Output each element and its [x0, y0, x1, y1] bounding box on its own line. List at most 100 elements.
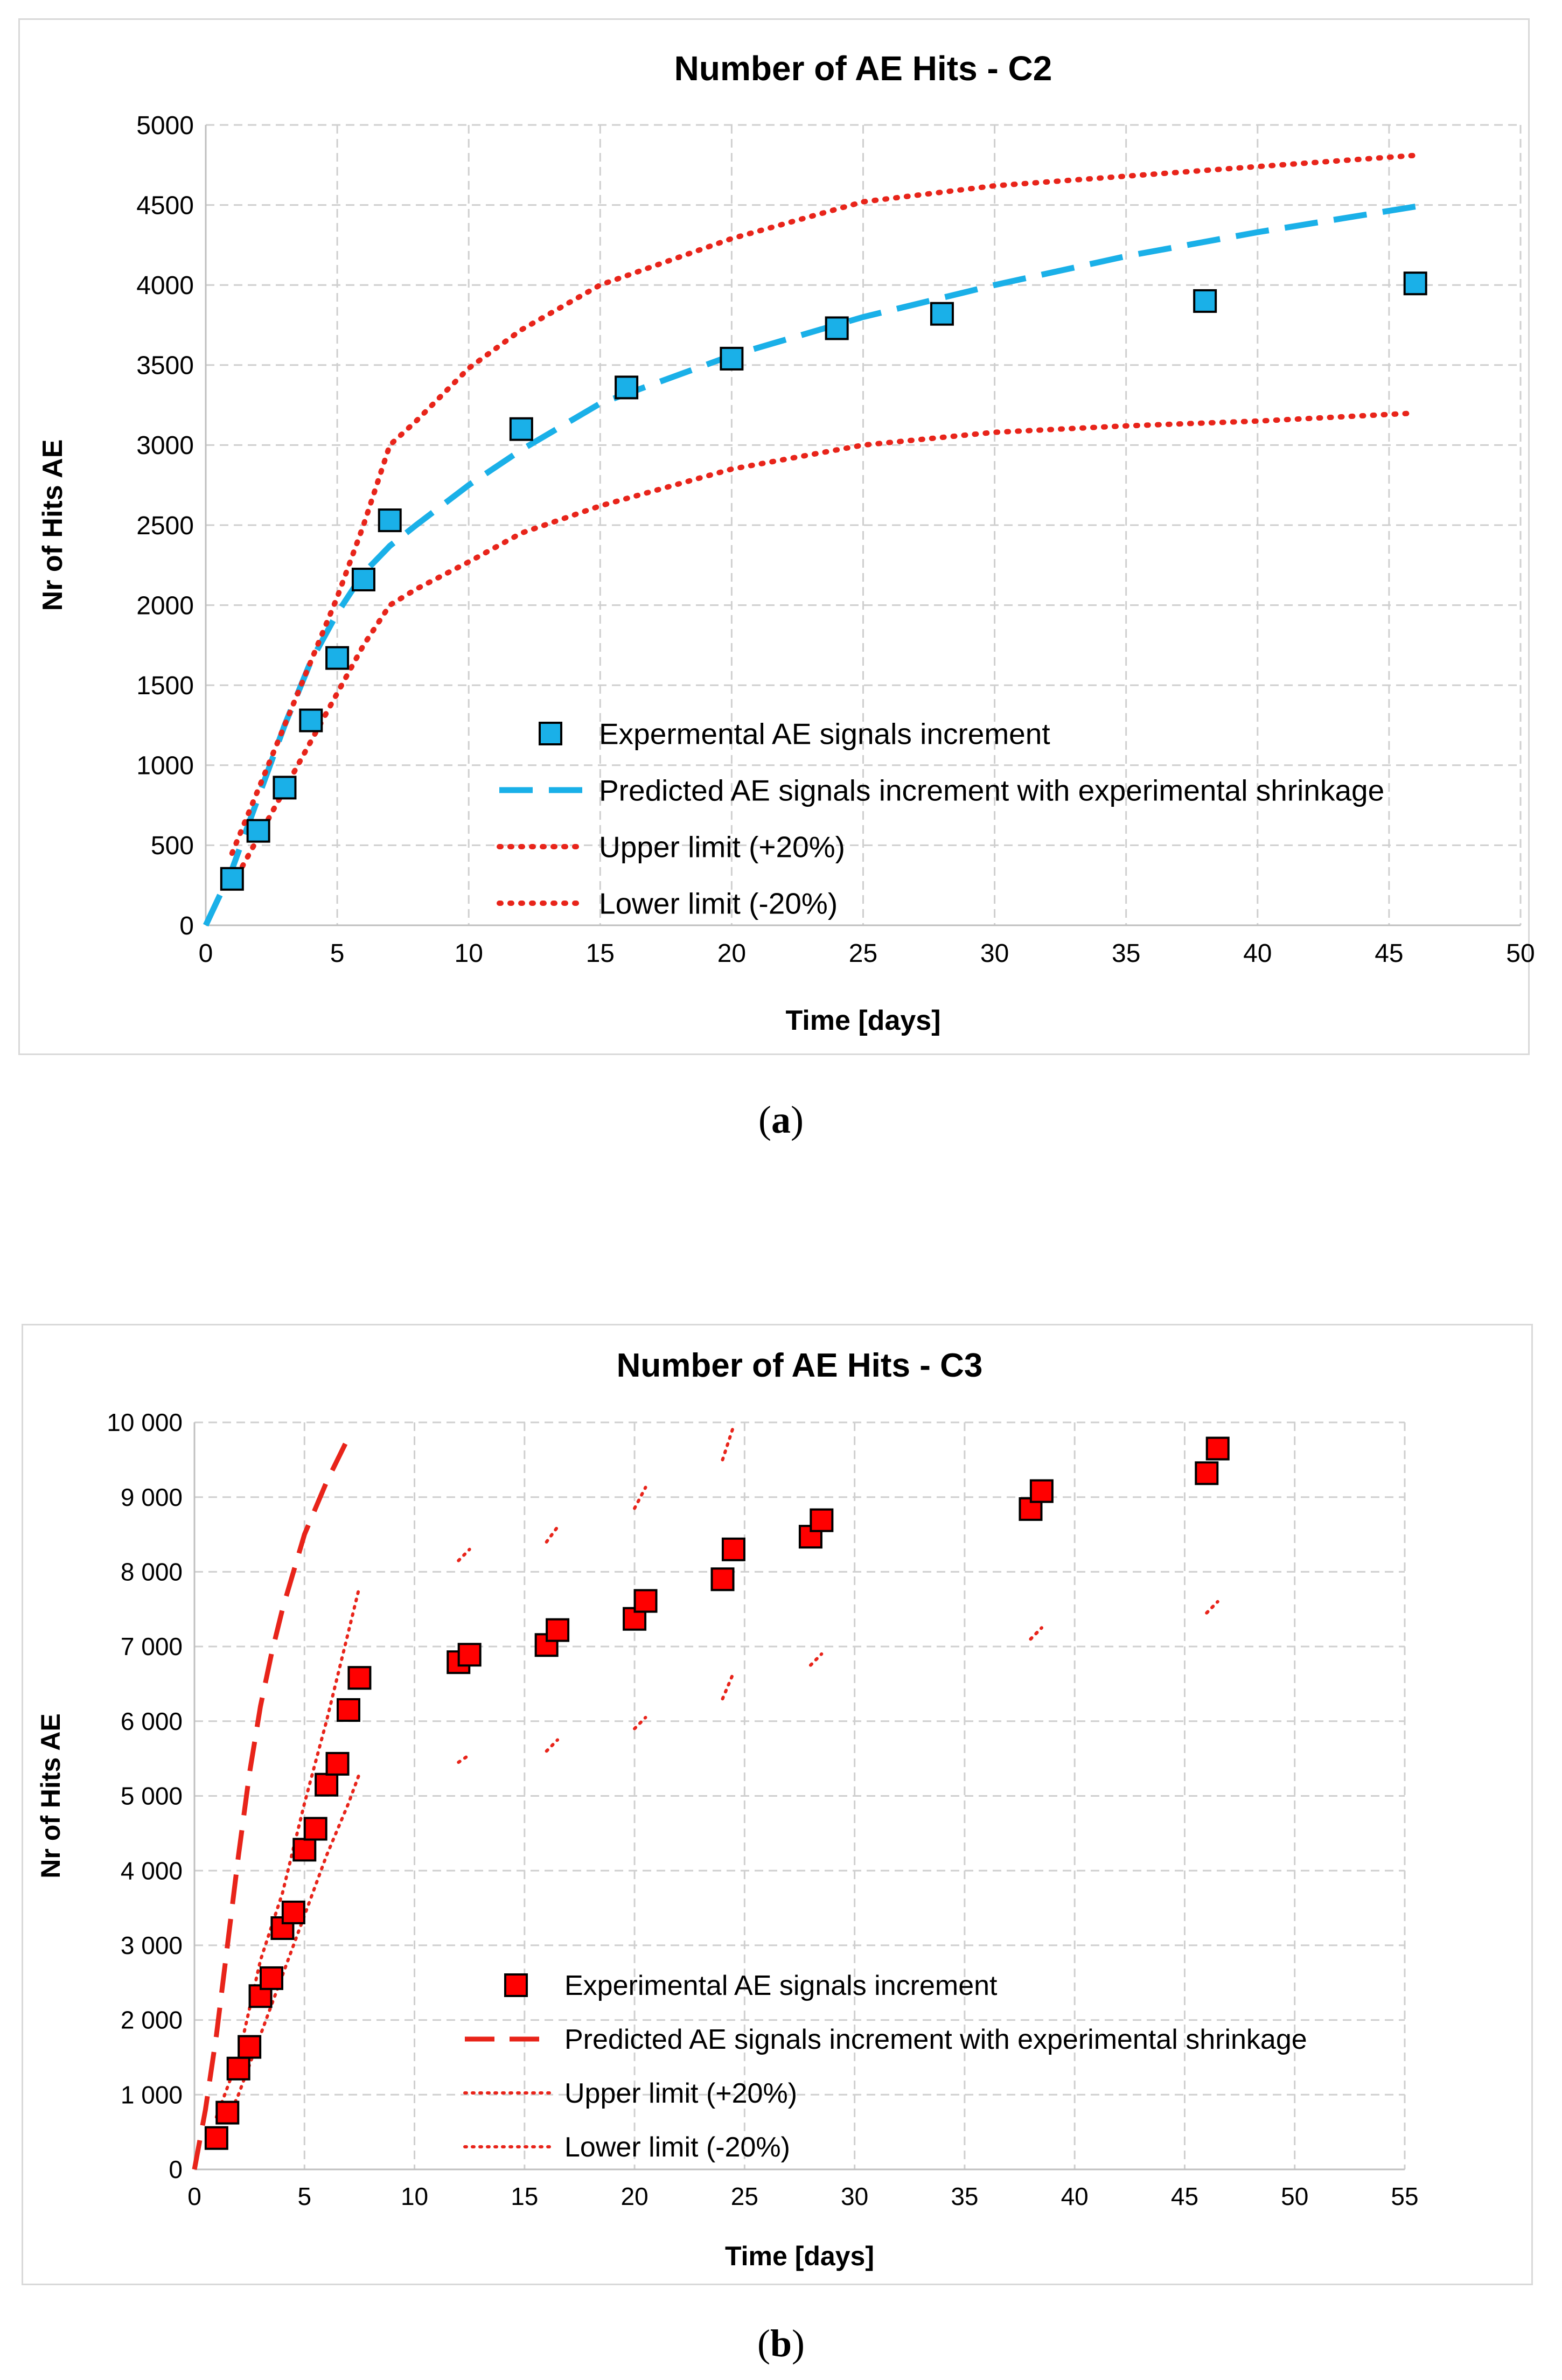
chart-b-data-point	[347, 1666, 372, 1690]
chart-b-ytick-label: 1 000	[121, 2081, 183, 2109]
chart-a-xtick-label: 20	[717, 939, 746, 968]
chart-a-xtick-label: 5	[330, 939, 345, 968]
chart-b-ytick-label: 3 000	[121, 1931, 183, 1959]
chart-b-xtick-label: 0	[187, 2182, 201, 2210]
caption-a-open: (	[758, 1098, 771, 1141]
chart-b-data-point	[710, 1567, 735, 1592]
chart-b-ytick-label: 5 000	[121, 1782, 183, 1810]
chart-a-ytick-label: 3000	[136, 431, 194, 460]
chart-a-data-point	[1403, 271, 1427, 296]
chart-a-data-point	[299, 708, 323, 732]
chart-a-ytick-label: 4500	[136, 191, 194, 220]
chart-a-svg: 0500100015002000250030003500400045005000…	[37, 49, 1535, 1036]
chart-b-ytick-label: 4 000	[121, 1856, 183, 1885]
caption-a-letter: a	[771, 1098, 791, 1141]
chart-b-data-point	[721, 1537, 745, 1561]
chart-b-xtick-label: 20	[621, 2182, 648, 2210]
chart-a-ytick-label: 5000	[136, 111, 194, 140]
caption-b-close: )	[792, 2322, 805, 2365]
chart-b-xtick-label: 25	[731, 2182, 758, 2210]
caption-b-open: (	[757, 2322, 770, 2365]
chart-a-data-point	[273, 776, 297, 800]
chart-a-legend-label: Predicted AE signals increment with expe…	[599, 773, 1384, 807]
chart-b-data-point	[1029, 1479, 1054, 1503]
chart-a-xtick-label: 40	[1243, 939, 1272, 968]
chart-b-data-point	[325, 1751, 350, 1776]
chart-b-data-point	[259, 1966, 283, 1990]
chart-a-data-point	[325, 646, 350, 670]
chart-b-lower-limit-segment	[545, 1738, 560, 1753]
chart-b-upper-limit-segment	[545, 1525, 560, 1544]
chart-b-xtick-label: 5	[297, 2182, 311, 2210]
chart-b-xtick-label: 40	[1061, 2182, 1089, 2210]
chart-b-legend-label: Experimental AE signals increment	[564, 1970, 998, 2001]
chart-a-data-point	[825, 316, 849, 340]
chart-a-ylabel: Nr of Hits AE	[37, 439, 68, 611]
chart-b-legend-marker-swatch	[504, 1973, 528, 1997]
chart-a-legend-label: Upper limit (+20%)	[599, 830, 845, 863]
chart-a-legend-label: Expermental AE signals increment	[599, 717, 1050, 750]
chart-a-xlabel: Time [days]	[785, 1005, 940, 1036]
chart-b-data-point	[546, 1618, 570, 1642]
chart-b-lower-limit-segment	[721, 1671, 735, 1701]
chart-a-xtick-label: 15	[586, 939, 615, 968]
caption-b-letter: b	[770, 2322, 792, 2365]
chart-b-data-point	[292, 1838, 317, 1862]
chart-b-xtick-label: 50	[1281, 2182, 1308, 2210]
chart-b-ytick-label: 10 000	[107, 1408, 183, 1436]
caption-a-close: )	[791, 1098, 804, 1141]
chart-b-grid	[194, 1421, 1406, 2169]
chart-b-xtick-label: 55	[1391, 2182, 1418, 2210]
chart-a-xtick-label: 30	[980, 939, 1009, 968]
chart-b-lower-limit-segment	[1029, 1626, 1043, 1641]
chart-b-upper-limit-segment	[721, 1424, 735, 1462]
chart-a-data-point	[220, 867, 244, 891]
chart-a-xtick-label: 35	[1112, 939, 1140, 968]
chart-b-data-point	[281, 1900, 305, 1924]
chart-a-legend-marker-swatch	[539, 722, 562, 745]
chart-a-xtick-label: 45	[1375, 939, 1403, 968]
chart-a-ytick-label: 500	[151, 832, 194, 860]
chart-b-data-point	[336, 1698, 360, 1722]
chart-b-ytick-label: 7 000	[121, 1632, 183, 1660]
chart-b-data-point	[633, 1589, 658, 1613]
chart-b-ytick-label: 2 000	[121, 2006, 183, 2034]
caption-b: (b)	[727, 2321, 835, 2366]
chart-b-xtick-label: 45	[1171, 2182, 1198, 2210]
chart-b-lower-limit-segment	[808, 1652, 824, 1667]
chart-b-data-point	[810, 1508, 834, 1532]
chart-b-upper-limit-segment	[457, 1547, 471, 1562]
chart-a-legend-label: Lower limit (-20%)	[599, 887, 838, 920]
caption-a: (a)	[727, 1098, 835, 1142]
chart-a-data-point	[720, 346, 744, 371]
chart-a-ytick-label: 0	[179, 912, 194, 940]
chart-a-data-point	[509, 417, 533, 441]
chart-b-data-point	[215, 2100, 240, 2125]
chart-b-xlabel: Time [days]	[725, 2241, 874, 2271]
chart-a-data-point	[351, 568, 375, 592]
chart-b-legend-label: Predicted AE signals increment with expe…	[564, 2024, 1307, 2055]
chart-b-xtick-label: 10	[401, 2182, 428, 2210]
chart-a-xtick-label: 50	[1506, 939, 1535, 968]
chart-b-ylabel: Nr of Hits AE	[36, 1713, 66, 1879]
chart-panel-b: 0 1 000 2 000 3 000 4 000 5 000 6 000 7 000 8 00…	[22, 1324, 1533, 2285]
chart-b-xtick-label: 30	[841, 2182, 868, 2210]
chart-b-legend-label: Lower limit (-20%)	[564, 2132, 790, 2163]
chart-a-xtick-label: 0	[199, 939, 213, 968]
chart-a-predicted-line	[203, 204, 1416, 927]
chart-a-data-point	[615, 375, 639, 400]
chart-b-data-point	[1195, 1461, 1219, 1485]
chart-b-legend-label: Upper limit (+20%)	[564, 2078, 797, 2109]
chart-panel-a: 0 500 1000 1500 2000 2500 3000 3500 4000 4500 5000…	[18, 18, 1535, 1055]
chart-a-xtick-label: 10	[455, 939, 483, 968]
chart-b-svg: 0 1 000 2 000 3 000 4 000 5 000 6 000 7 000 8 00…	[36, 1347, 1419, 2271]
chart-b-lower-limit-line	[214, 1771, 361, 2145]
chart-b-data-point	[315, 1772, 339, 1797]
chart-b-data-point	[1205, 1436, 1230, 1461]
chart-b-data-point	[226, 2056, 250, 2081]
chart-b-xtick-label: 15	[511, 2182, 538, 2210]
chart-b-xtick-label: 35	[951, 2182, 978, 2210]
chart-a-ytick-label: 4000	[136, 271, 194, 300]
chart-a-title: Number of AE Hits - C2	[674, 49, 1052, 88]
chart-b-data-point	[457, 1643, 482, 1667]
